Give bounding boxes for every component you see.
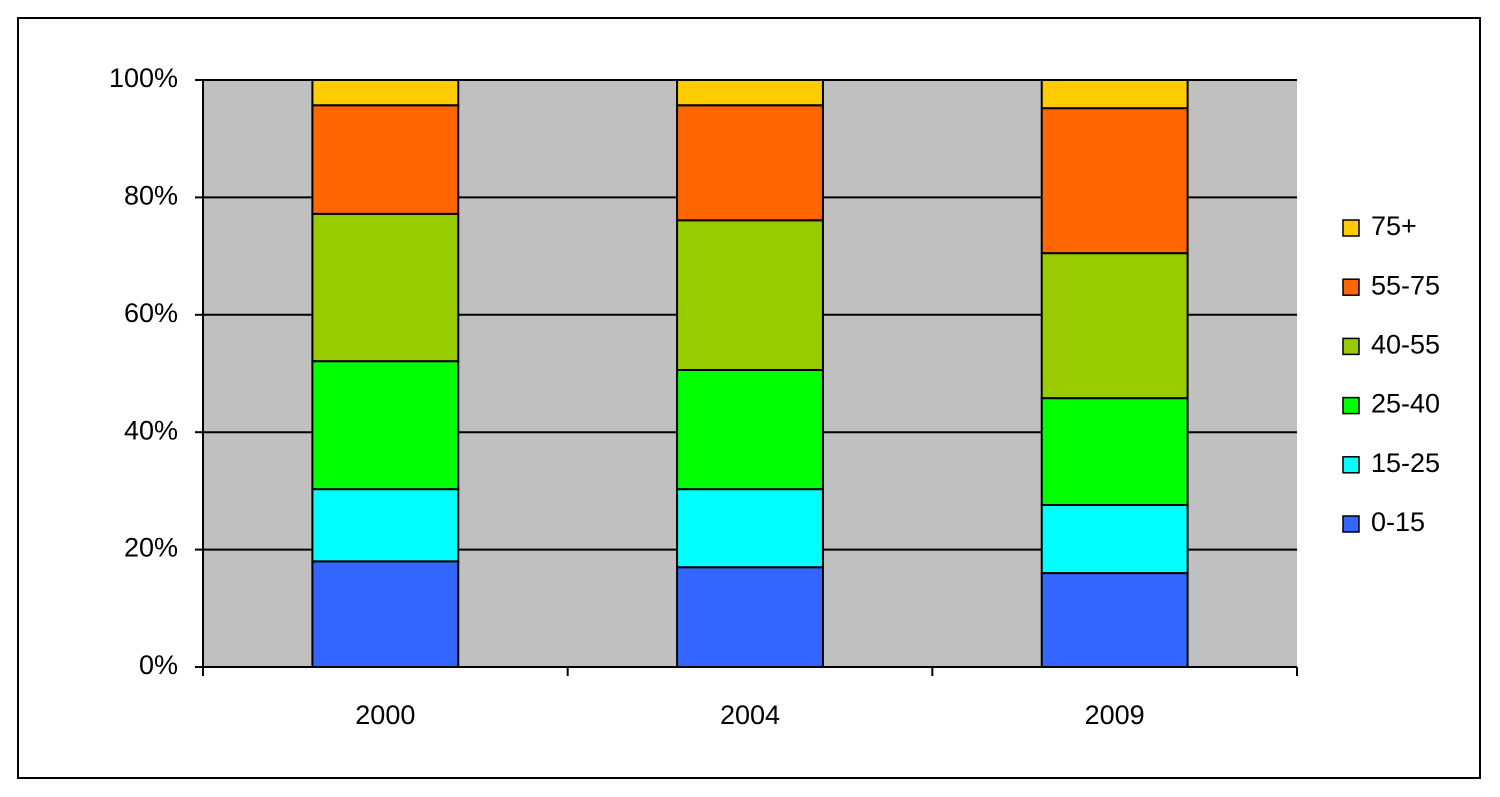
bar-segment xyxy=(1040,397,1189,506)
bar-segment xyxy=(676,566,824,669)
legend-label: 25-40 xyxy=(1371,389,1440,419)
bar-segment xyxy=(1040,79,1189,110)
legend-swatch xyxy=(1342,337,1360,356)
legend-swatch xyxy=(1342,456,1360,474)
x-tick-label: 2009 xyxy=(1085,700,1145,730)
y-tick-label: 80% xyxy=(124,181,178,211)
bar-segment xyxy=(311,104,460,215)
bar-segment xyxy=(1040,572,1189,669)
y-tick-label: 60% xyxy=(124,298,178,328)
y-tick-label: 20% xyxy=(124,533,178,563)
legend-label: 75+ xyxy=(1371,211,1417,241)
legend-swatch xyxy=(1342,278,1360,296)
bar-segment xyxy=(311,488,460,563)
bar-segment xyxy=(311,360,460,491)
bar-segment xyxy=(311,560,460,669)
bar-segment xyxy=(676,488,824,569)
legend-swatch xyxy=(1342,396,1360,415)
y-tick-label: 40% xyxy=(124,415,178,445)
bar-segment xyxy=(1040,107,1189,255)
legend-label: 15-25 xyxy=(1371,448,1440,478)
legend-label: 0-15 xyxy=(1371,507,1425,537)
bar-segment xyxy=(676,104,824,222)
legend-label: 55-75 xyxy=(1371,270,1440,300)
bar-segment xyxy=(1040,252,1189,400)
bar-segment xyxy=(676,368,824,491)
x-tick-label: 2000 xyxy=(355,700,415,730)
bar-segment xyxy=(676,219,824,371)
legend-swatch xyxy=(1342,219,1360,237)
x-tick-label: 2004 xyxy=(720,700,780,730)
legend-label: 40-55 xyxy=(1371,330,1440,360)
bar-segment xyxy=(311,212,460,363)
y-tick-label: 100% xyxy=(109,63,178,93)
legend-swatch xyxy=(1342,515,1360,533)
y-tick-label: 0% xyxy=(139,650,178,680)
bar-segment xyxy=(676,79,824,107)
bar-segment xyxy=(311,79,460,107)
bar-segment xyxy=(1040,503,1189,575)
